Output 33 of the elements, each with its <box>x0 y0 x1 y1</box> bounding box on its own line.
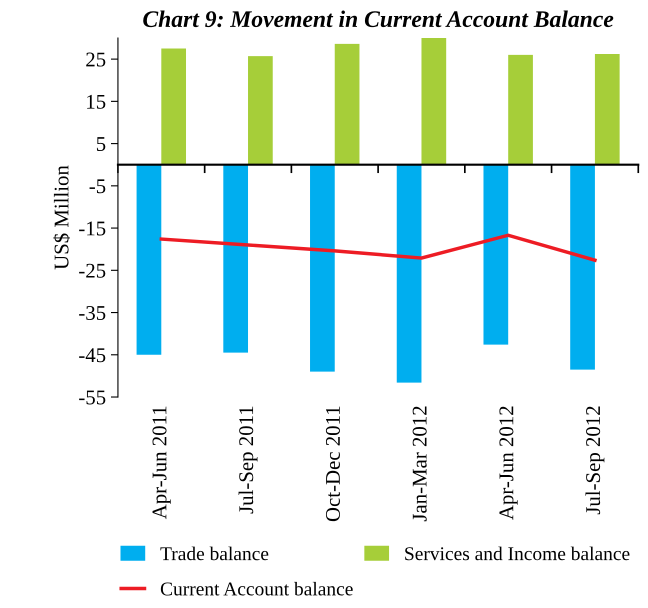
x-tick-label: Jan-Mar 2012 <box>412 406 427 522</box>
y-tick-label: -35 <box>79 306 106 320</box>
y-tick-label: 5 <box>96 137 106 152</box>
bar <box>334 44 360 165</box>
legend-label: Services and Income balance <box>405 546 630 560</box>
y-axis-title: US$ Million <box>53 165 70 270</box>
y-tick-label: -15 <box>79 222 106 236</box>
x-tick-label: Jul-Sep 2012 <box>585 406 604 514</box>
bar <box>421 38 446 165</box>
y-tick-label: 25 <box>86 52 106 67</box>
x-tick-label: Jul-Sep 2011 <box>238 406 258 514</box>
bar <box>483 164 508 345</box>
x-tick-label: Apr-Jun 2011 <box>152 406 171 520</box>
y-tick-label: -25 <box>79 264 106 278</box>
bar <box>310 164 335 372</box>
bar <box>508 54 533 165</box>
y-tick-label: 15 <box>87 94 106 109</box>
legend-label: Current Account balance <box>160 582 353 596</box>
bar <box>161 48 186 165</box>
chart-title: Chart 9: Movement in Current Account Balance <box>143 10 614 28</box>
x-tick-label: Oct-Dec 2011 <box>326 406 340 522</box>
bar <box>570 164 595 370</box>
y-tick-label: -45 <box>79 348 106 362</box>
legend-label: Trade balance <box>160 546 268 560</box>
bar <box>594 54 620 165</box>
y-tick-label: -5 <box>90 179 106 194</box>
bar <box>396 164 422 383</box>
bar <box>248 56 273 165</box>
bar <box>223 164 248 353</box>
bar <box>136 164 162 355</box>
line-series <box>160 234 597 262</box>
y-tick-label: -55 <box>79 390 106 404</box>
x-tick-label: Apr-Jun 2012 <box>499 406 518 520</box>
